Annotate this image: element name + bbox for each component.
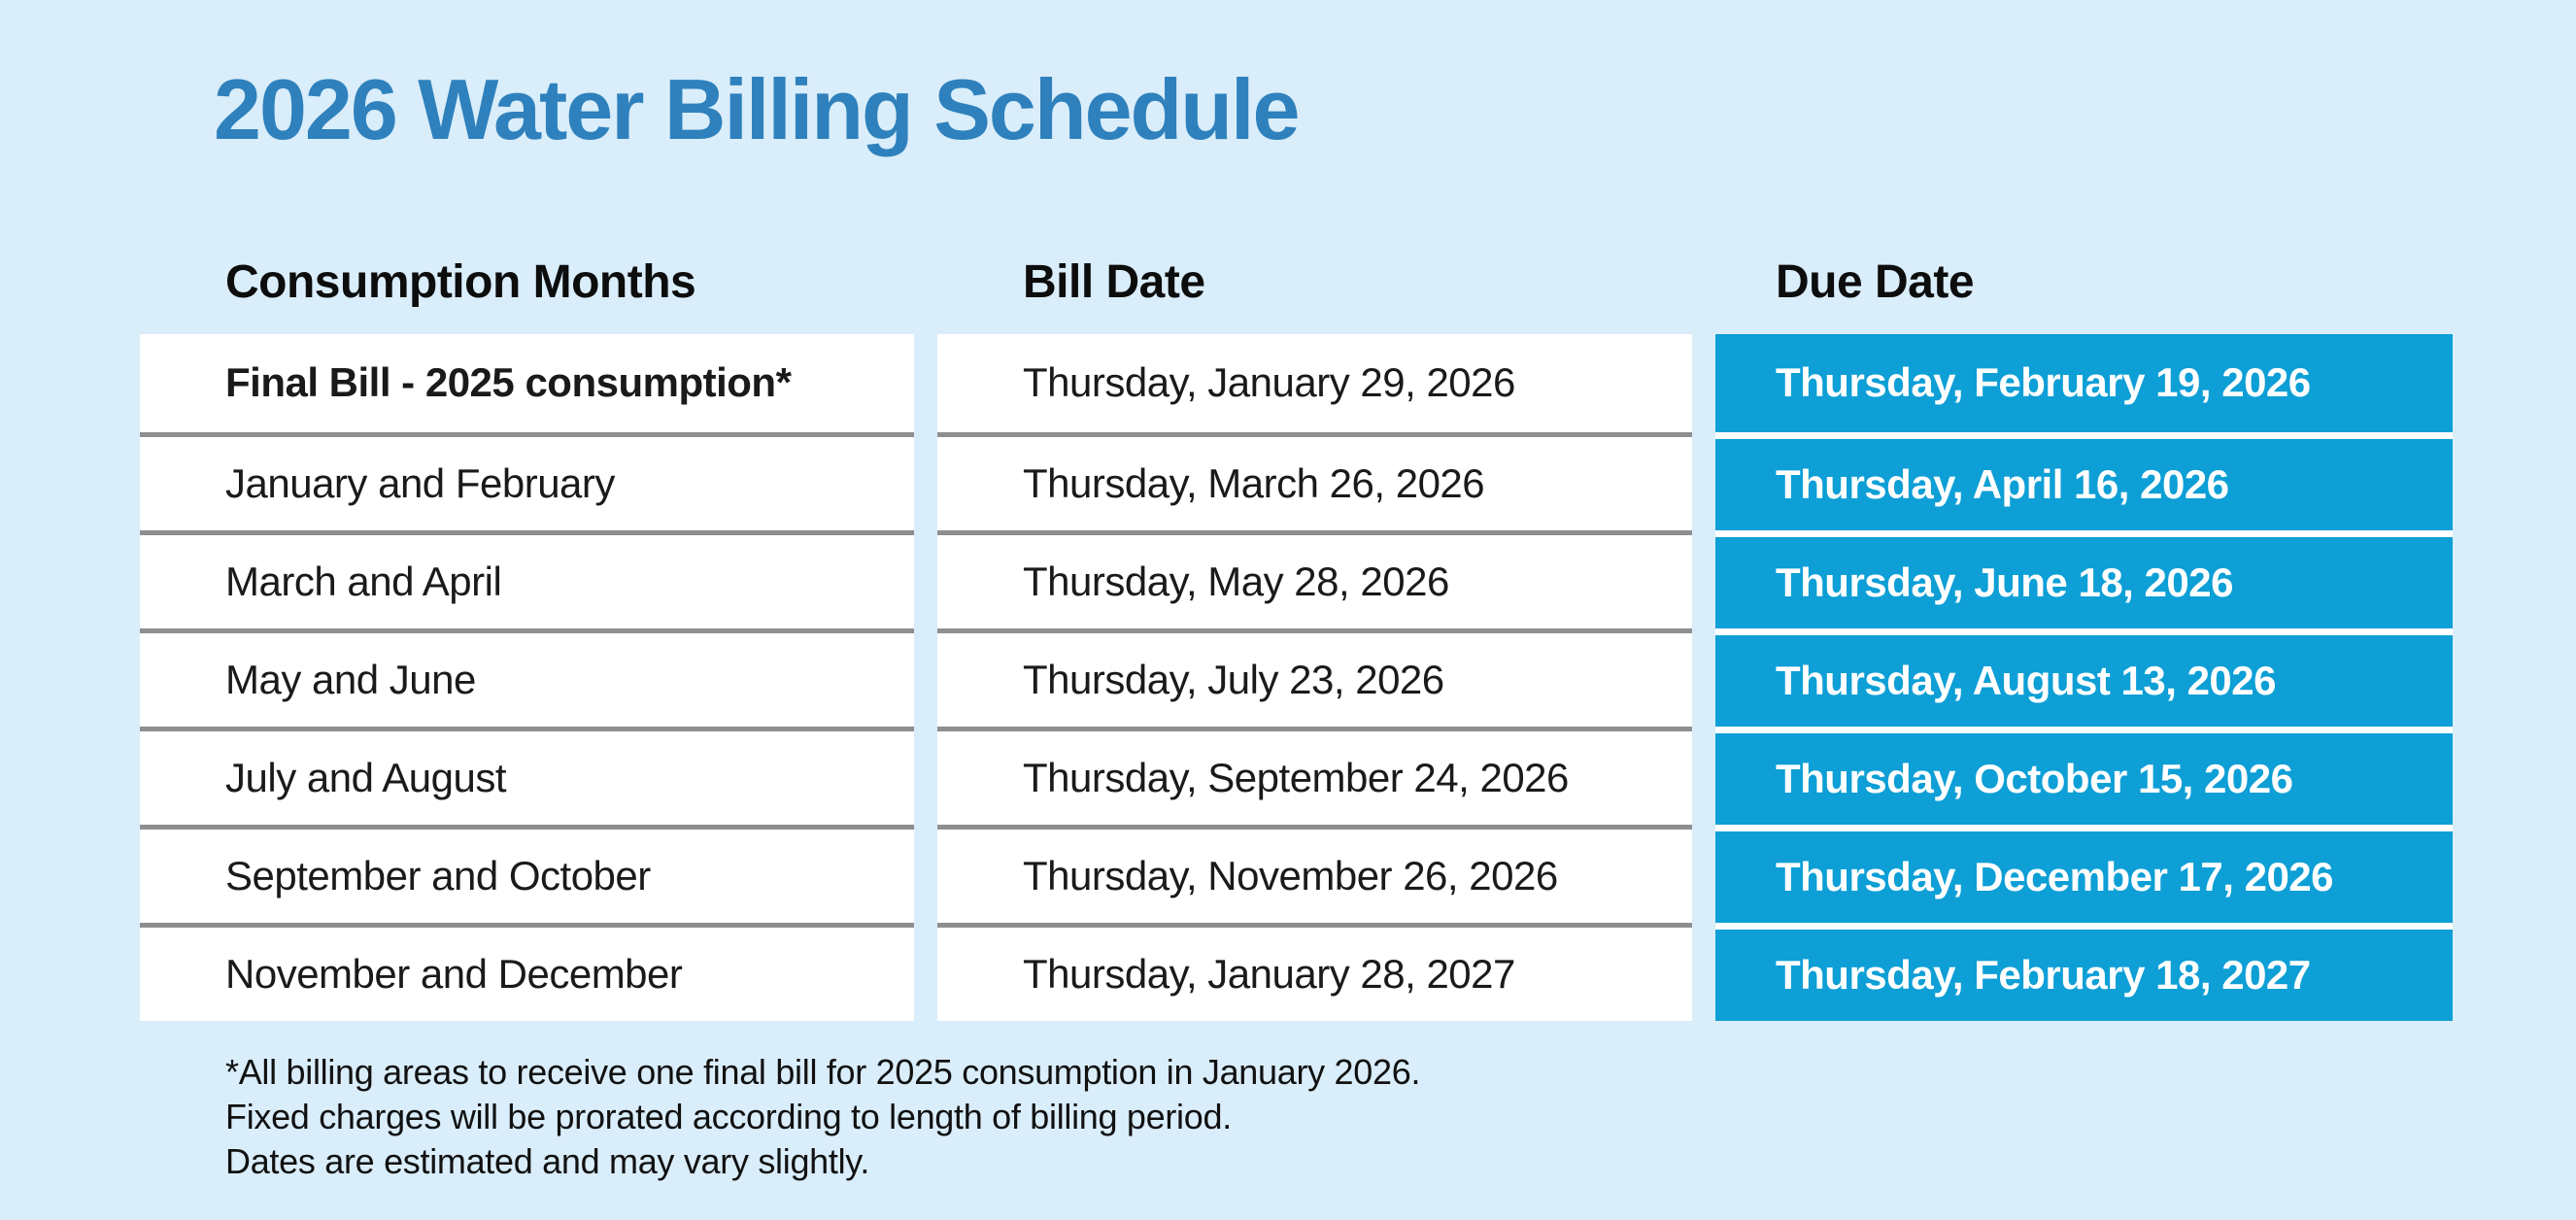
bill-date-cell: Thursday, January 29, 2026 (937, 333, 1692, 432)
footnote-line: Fixed charges will be prorated according… (225, 1096, 1232, 1136)
footnote-line: *All billing areas to receive one final … (225, 1051, 1421, 1092)
due-date-cell: Thursday, April 16, 2026 (1715, 431, 2453, 530)
due-date-cell: Thursday, October 15, 2026 (1715, 726, 2453, 825)
consumption-months-cell: September and October (140, 824, 914, 923)
bill-date-cell: Thursday, January 28, 2027 (937, 922, 1692, 1021)
bill-date-cell: Thursday, March 26, 2026 (937, 431, 1692, 530)
column-header-due-date: Due Date (1776, 255, 1975, 308)
due-date-cell: Thursday, December 17, 2026 (1715, 824, 2453, 923)
due-date-cell: Thursday, August 13, 2026 (1715, 627, 2453, 727)
due-date-cell: Thursday, June 18, 2026 (1715, 529, 2453, 628)
table-header-row: Consumption Months Bill Date Due Date (140, 255, 2453, 309)
due-date-cell: Thursday, February 18, 2027 (1715, 922, 2453, 1021)
consumption-months-cell: March and April (140, 529, 914, 628)
billing-table-body: Final Bill - 2025 consumption* Thursday, … (140, 333, 2453, 1021)
consumption-months-cell: Final Bill - 2025 consumption* (140, 333, 914, 432)
consumption-months-cell: May and June (140, 627, 914, 727)
bill-date-cell: Thursday, May 28, 2026 (937, 529, 1692, 628)
consumption-months-cell: January and February (140, 431, 914, 530)
due-date-cell: Thursday, February 19, 2026 (1715, 333, 2453, 432)
bill-date-cell: Thursday, September 24, 2026 (937, 726, 1692, 825)
page-title: 2026 Water Billing Schedule (214, 61, 1300, 157)
footnotes: *All billing areas to receive one final … (225, 1050, 2576, 1184)
consumption-months-cell: July and August (140, 726, 914, 825)
billing-table: Consumption Months Bill Date Due Date Fi… (140, 255, 2453, 1021)
footnote-line: Dates are estimated and may vary slightl… (225, 1140, 870, 1181)
column-header-bill-date: Bill Date (1023, 255, 1205, 308)
consumption-months-cell: November and December (140, 922, 914, 1021)
column-header-consumption-months: Consumption Months (225, 255, 696, 308)
bill-date-cell: Thursday, July 23, 2026 (937, 627, 1692, 727)
bill-date-cell: Thursday, November 26, 2026 (937, 824, 1692, 923)
